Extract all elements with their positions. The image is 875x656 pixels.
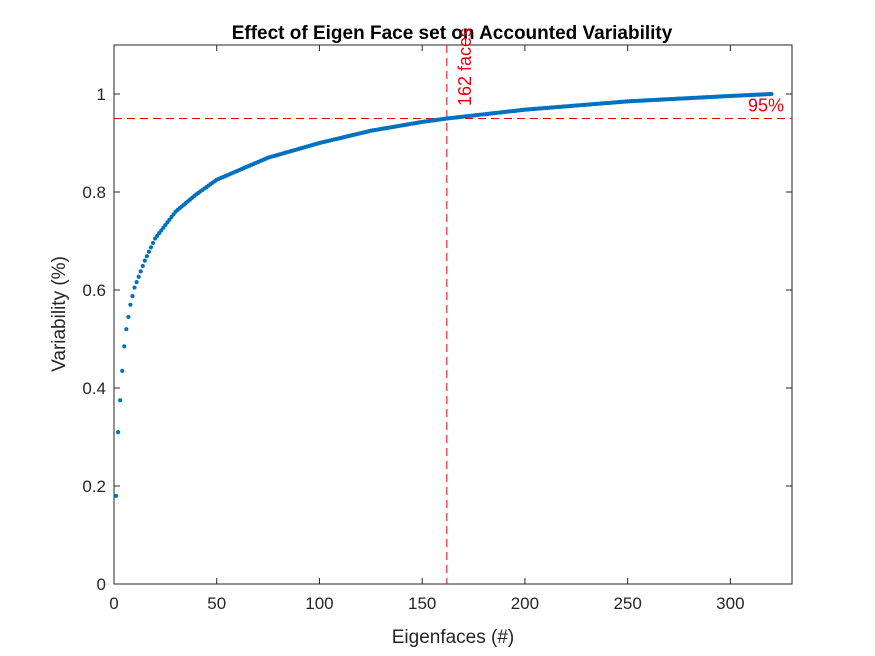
data-point [142, 258, 147, 263]
x-tick-label: 0 [109, 594, 118, 613]
y-tick-label: 1 [97, 85, 106, 104]
data-point [146, 249, 152, 254]
y-tick-label: 0.2 [82, 477, 106, 496]
axis-ticks [113, 45, 792, 585]
y-tick-label: 0.6 [82, 281, 106, 300]
chart-title: Effect of Eigen Face set on Accounted Va… [232, 23, 673, 44]
data-points [113, 91, 774, 498]
data-point [113, 493, 119, 498]
data-point [769, 91, 774, 97]
data-point [134, 280, 139, 285]
x-tick-label: 100 [305, 594, 333, 613]
x-tick-label: 200 [511, 594, 539, 613]
data-point [136, 274, 141, 279]
plot-area [113, 44, 793, 585]
vertical-reference-label: 162 faces [455, 28, 475, 106]
data-point [126, 314, 131, 320]
x-tick-label: 150 [408, 594, 436, 613]
data-point [150, 240, 156, 246]
data-point [140, 263, 145, 269]
data-point [132, 285, 137, 290]
x-axis-title: Eigenfaces (#) [392, 627, 515, 648]
data-point [128, 302, 133, 307]
data-point [116, 430, 121, 435]
y-axis-title: Variability (%) [49, 256, 70, 372]
data-point [148, 245, 154, 250]
data-point [138, 269, 143, 274]
x-tick-label: 50 [207, 594, 226, 613]
y-tick-label: 0.4 [82, 379, 106, 398]
tick-labels: 0 50 100 150 200 250 300 0 0.2 0.4 0.6 0.8 1 [82, 85, 744, 613]
data-point [144, 254, 149, 259]
data-point [118, 398, 123, 403]
data-point [120, 368, 125, 373]
y-tick-label: 0.8 [82, 183, 106, 202]
data-point [124, 327, 129, 332]
data-point [122, 344, 127, 349]
x-tick-label: 250 [613, 594, 641, 613]
horizontal-reference-label: 95% [748, 96, 784, 116]
y-tick-label: 0 [97, 575, 106, 594]
data-point [130, 294, 135, 299]
x-tick-label: 300 [716, 594, 744, 613]
